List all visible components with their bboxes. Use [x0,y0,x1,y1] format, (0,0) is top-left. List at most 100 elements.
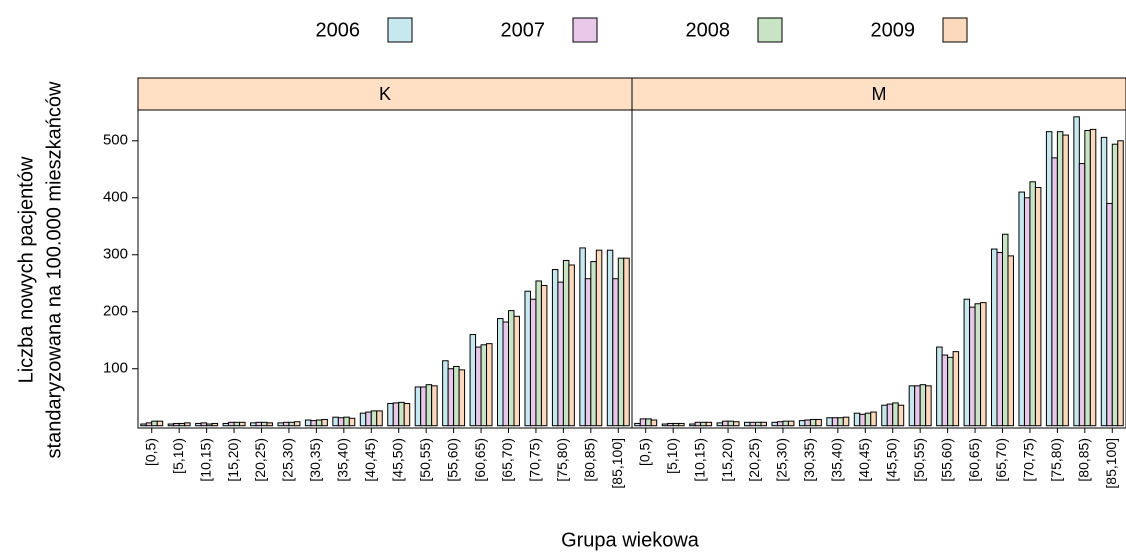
x-tick-label: [15,20) [719,438,735,482]
bar [376,410,383,427]
bar [733,421,740,427]
bar [1051,157,1058,427]
bar [178,422,186,427]
bar [1023,197,1031,427]
bar [228,421,235,427]
bar [239,421,246,427]
bar [716,422,724,427]
bar [755,421,762,427]
x-tick-label: [45,50) [883,438,899,482]
panel-border [631,109,1126,429]
bar [689,423,696,427]
bar [634,422,641,427]
bar [612,278,619,427]
bar [881,404,888,427]
bar [1117,140,1124,427]
bar [151,420,158,427]
legend-label: 2009 [871,19,916,41]
x-tick-label: [50,55) [911,438,927,482]
bar [969,306,976,427]
bar [914,385,921,427]
bar [1034,187,1042,427]
strip-label: M [872,84,887,104]
bar [1002,233,1009,427]
y-tick-label: 300 [103,246,128,263]
bar [1089,128,1097,427]
x-tick-label: [10,15) [197,438,213,482]
x-tick-label: [45,50) [389,438,405,482]
bar [859,413,866,427]
legend-swatch [387,17,413,43]
bar [447,368,455,427]
strip [137,77,633,111]
bar [348,417,356,427]
bar [870,411,877,427]
y-axis-label: standaryzowana na 100.000 mieszkańców [43,81,65,458]
bar [562,259,570,427]
bar [420,386,427,427]
legend-label: 2007 [501,19,546,41]
x-tick-label: [0,5) [636,438,652,466]
x-tick-label: [60,65) [472,438,488,482]
bar [782,420,789,427]
bar [815,418,822,427]
bar [365,411,372,427]
legend-swatch [757,17,783,43]
bar [705,421,713,427]
bar [864,412,872,427]
bar [886,403,894,427]
y-tick-label: 400 [103,189,128,206]
x-tick-label: [85,100] [1103,438,1119,489]
bar [787,420,795,427]
bar [936,346,943,427]
bar [304,419,312,427]
bar [524,290,531,427]
bar [425,384,433,427]
bar [211,422,219,427]
y-tick-label: 100 [103,360,128,377]
bar [343,416,350,427]
bar [475,346,482,427]
bar [453,365,460,427]
bar [1084,130,1091,427]
bar [293,421,301,427]
bar [250,422,257,427]
bar [776,421,784,427]
bar [645,418,652,427]
bar [837,417,844,427]
x-tick-label: [75,80) [554,438,570,482]
bar [727,420,735,427]
x-tick-label: [60,65) [966,438,982,482]
x-tick-label: [10,15) [691,438,707,482]
bar [897,404,905,427]
bar [310,420,317,427]
bar [392,402,400,427]
bar [700,421,707,427]
x-tick-label: [0,5) [142,438,158,466]
bar [398,401,405,427]
x-tick-label: [25,30) [774,438,790,482]
bar [760,421,767,427]
bar [315,419,323,427]
bar [678,422,685,427]
x-tick-label: [40,45) [362,438,378,482]
bar [414,386,422,427]
bar [1018,191,1025,427]
bar [167,423,175,427]
bar [980,302,987,427]
bar [1007,255,1014,427]
bar [919,384,927,427]
x-tick-label: [80,85) [1076,438,1092,482]
bar [486,343,493,427]
x-tick-label: [20,25) [746,438,762,482]
bar [222,422,230,427]
bar [744,421,751,427]
bar [694,421,702,427]
x-tick-label: [25,30) [280,438,296,482]
bar [233,421,241,427]
x-tick-label: [35,40) [829,438,845,482]
bar [584,278,592,427]
bar [1111,143,1119,427]
bar [579,247,586,427]
y-axis-label: Liczba nowych pacjentów [15,156,37,383]
